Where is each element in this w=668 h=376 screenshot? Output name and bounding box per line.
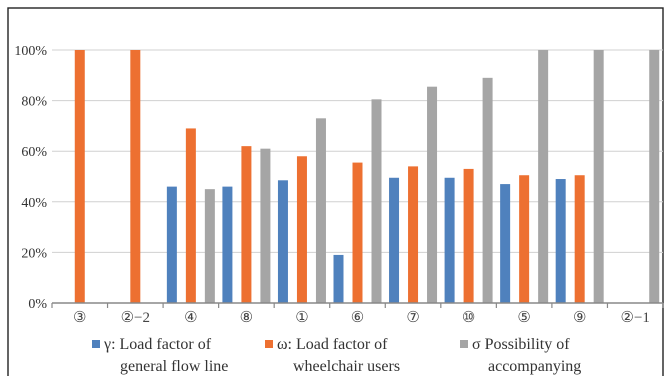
bar-series-2 bbox=[408, 166, 419, 303]
legend-label-series-2: ω: Load factor of bbox=[277, 336, 388, 353]
x-tick-label: ⑥ bbox=[351, 310, 364, 326]
x-tick-label: ① bbox=[295, 310, 308, 326]
bar-series-3 bbox=[260, 148, 271, 303]
x-tick-label: ②−2 bbox=[121, 310, 150, 326]
legend-label-series-1: γ: Load factor of bbox=[103, 336, 212, 353]
bar-series-3 bbox=[427, 86, 438, 303]
legend-swatch-series-2 bbox=[265, 340, 273, 348]
bar-series-1 bbox=[389, 177, 400, 303]
legend: γ: Load factor of general flow line ω: Loa… bbox=[92, 336, 581, 375]
y-tick-label: 60% bbox=[21, 145, 47, 160]
x-axis-tick-labels: ③ ②−2 ④ ⑧ ① ⑥ ⑦ ⑩ ⑤ ⑨ ②−1 bbox=[73, 310, 650, 326]
bar-series-1 bbox=[277, 180, 288, 303]
bar-series-3 bbox=[371, 99, 382, 304]
bar-series-2 bbox=[130, 50, 141, 303]
bar-series-3 bbox=[649, 50, 660, 303]
bar-series-2 bbox=[352, 162, 363, 303]
bar-series-1 bbox=[222, 186, 233, 303]
legend-label-series-3: σ Possibility of bbox=[472, 336, 570, 353]
bar-series-2 bbox=[74, 50, 85, 303]
bar-series-1 bbox=[444, 177, 455, 303]
bar-series-2 bbox=[519, 175, 530, 303]
bars bbox=[74, 50, 660, 304]
y-axis-ticks: 0% 20% 40% 60% 80% 100% bbox=[14, 44, 47, 312]
bar-series-1 bbox=[500, 184, 511, 303]
x-tick-label: ⑩ bbox=[462, 310, 475, 326]
x-tick-label: ⑤ bbox=[517, 310, 530, 326]
bar-series-2 bbox=[296, 156, 307, 303]
legend-label-series-2-line-2: wheelchair users bbox=[293, 358, 400, 375]
x-axis bbox=[51, 302, 664, 308]
bar-series-2 bbox=[241, 146, 252, 303]
legend-swatch-series-3 bbox=[460, 340, 468, 348]
bar-series-3 bbox=[315, 118, 326, 303]
chart-frame bbox=[7, 7, 664, 376]
y-tick-label: 100% bbox=[14, 44, 47, 59]
y-tick-label: 80% bbox=[21, 95, 47, 110]
bar-series-3 bbox=[593, 50, 604, 303]
bar-series-1 bbox=[333, 254, 344, 303]
y-tick-label: 40% bbox=[21, 196, 47, 211]
x-tick-label: ⑨ bbox=[573, 310, 586, 326]
x-tick-label: ⑦ bbox=[406, 310, 419, 326]
legend-label-series-1-line-2: general flow line bbox=[120, 358, 228, 375]
y-tick-label: 0% bbox=[28, 297, 47, 312]
x-tick-label: ④ bbox=[184, 310, 197, 326]
bar-series-3 bbox=[482, 77, 493, 303]
legend-label-series-3-line-2: accompanying bbox=[488, 358, 581, 375]
x-tick-label: ⑧ bbox=[240, 310, 253, 326]
bar-series-2 bbox=[574, 175, 585, 303]
x-tick-label: ②−1 bbox=[621, 310, 650, 326]
legend-swatch-series-1 bbox=[92, 340, 100, 348]
bar-series-1 bbox=[166, 186, 177, 303]
bar-series-2 bbox=[463, 168, 474, 303]
bar-series-2 bbox=[185, 128, 196, 303]
bar-series-3 bbox=[204, 189, 215, 303]
y-tick-label: 20% bbox=[21, 246, 47, 261]
x-tick-label: ③ bbox=[73, 310, 86, 326]
bar-series-3 bbox=[538, 50, 549, 303]
bar-series-1 bbox=[555, 179, 566, 303]
